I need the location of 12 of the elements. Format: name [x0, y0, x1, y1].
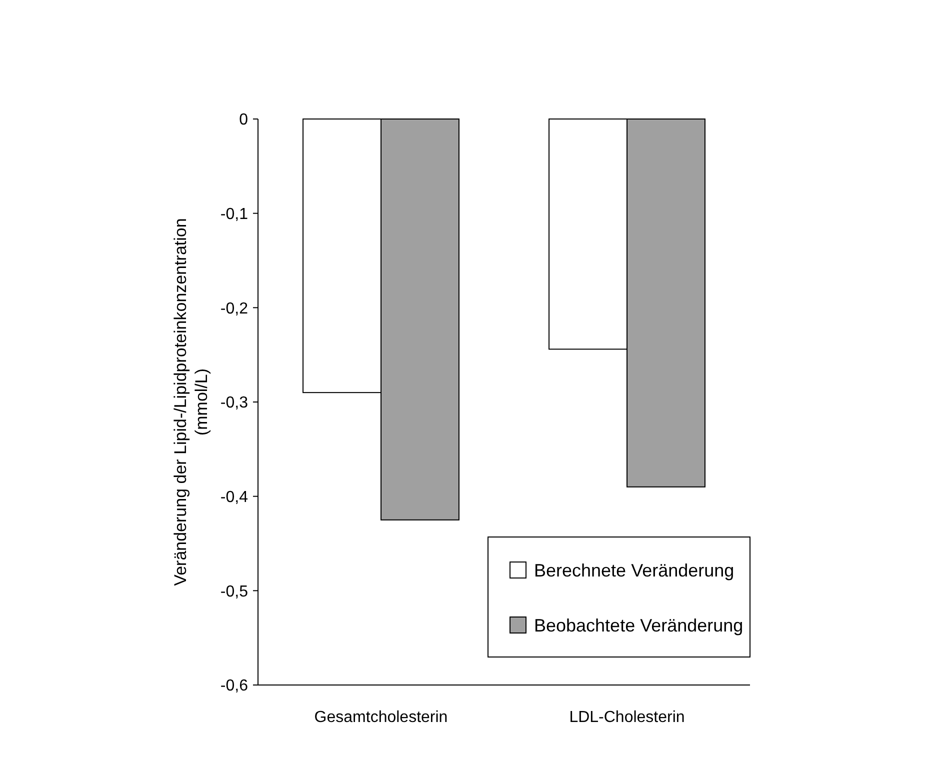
y-tick-label: -0,2: [220, 300, 248, 318]
legend-label: Berechnete Veränderung: [534, 560, 734, 580]
y-tick-label: -0,5: [220, 583, 248, 600]
y-axis-title: Veränderung der Lipid-/Lipidproteinkonzentration (mmol/L): [171, 218, 211, 586]
x-tick-label: Gesamtcholesterin: [314, 709, 448, 726]
y-tick-label: -0,1: [220, 206, 248, 223]
y-tick-label: 0: [239, 112, 248, 129]
y-tick-label: -0,4: [220, 488, 248, 506]
y-tick-label: -0,3: [220, 394, 248, 412]
y-tick-label: -0,6: [220, 678, 248, 695]
legend-label: Beobachtete Veränderung: [534, 615, 744, 636]
x-tick-label: LDL-Cholesterin: [569, 709, 685, 726]
